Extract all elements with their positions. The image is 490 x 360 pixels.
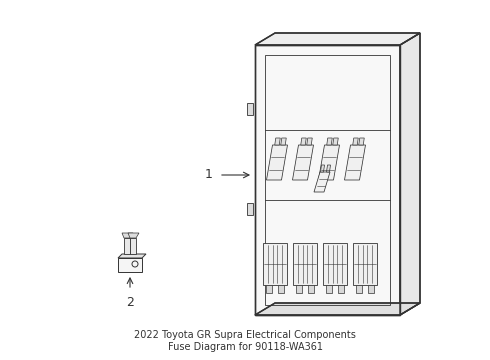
Polygon shape xyxy=(356,285,362,293)
Polygon shape xyxy=(128,233,139,238)
Polygon shape xyxy=(307,138,312,145)
Polygon shape xyxy=(320,165,324,172)
Polygon shape xyxy=(255,45,400,315)
Text: 1: 1 xyxy=(205,168,213,181)
Polygon shape xyxy=(281,138,286,145)
Polygon shape xyxy=(263,243,287,285)
Polygon shape xyxy=(368,285,374,293)
Text: 2022 Toyota GR Supra Electrical Components
Fuse Diagram for 90118-WA361: 2022 Toyota GR Supra Electrical Componen… xyxy=(134,330,356,352)
Polygon shape xyxy=(124,238,130,254)
Polygon shape xyxy=(267,145,288,180)
Polygon shape xyxy=(255,33,420,45)
Polygon shape xyxy=(118,258,142,272)
Polygon shape xyxy=(293,145,314,180)
Polygon shape xyxy=(266,285,272,293)
Polygon shape xyxy=(326,285,332,293)
Polygon shape xyxy=(247,203,253,215)
Polygon shape xyxy=(301,138,306,145)
Polygon shape xyxy=(318,145,340,180)
Polygon shape xyxy=(353,243,377,285)
Polygon shape xyxy=(314,172,330,192)
Polygon shape xyxy=(247,103,253,115)
Polygon shape xyxy=(296,285,302,293)
Polygon shape xyxy=(353,138,358,145)
Polygon shape xyxy=(338,285,344,293)
Polygon shape xyxy=(359,138,364,145)
Polygon shape xyxy=(400,33,420,315)
Text: 2: 2 xyxy=(126,296,134,309)
Polygon shape xyxy=(278,285,284,293)
Polygon shape xyxy=(255,303,420,315)
Polygon shape xyxy=(293,243,317,285)
Polygon shape xyxy=(308,285,314,293)
Polygon shape xyxy=(323,243,347,285)
Polygon shape xyxy=(326,165,330,172)
Polygon shape xyxy=(130,238,136,254)
Polygon shape xyxy=(122,233,133,238)
Polygon shape xyxy=(118,254,146,258)
Polygon shape xyxy=(327,138,332,145)
Polygon shape xyxy=(344,145,366,180)
Polygon shape xyxy=(333,138,338,145)
Polygon shape xyxy=(275,138,280,145)
